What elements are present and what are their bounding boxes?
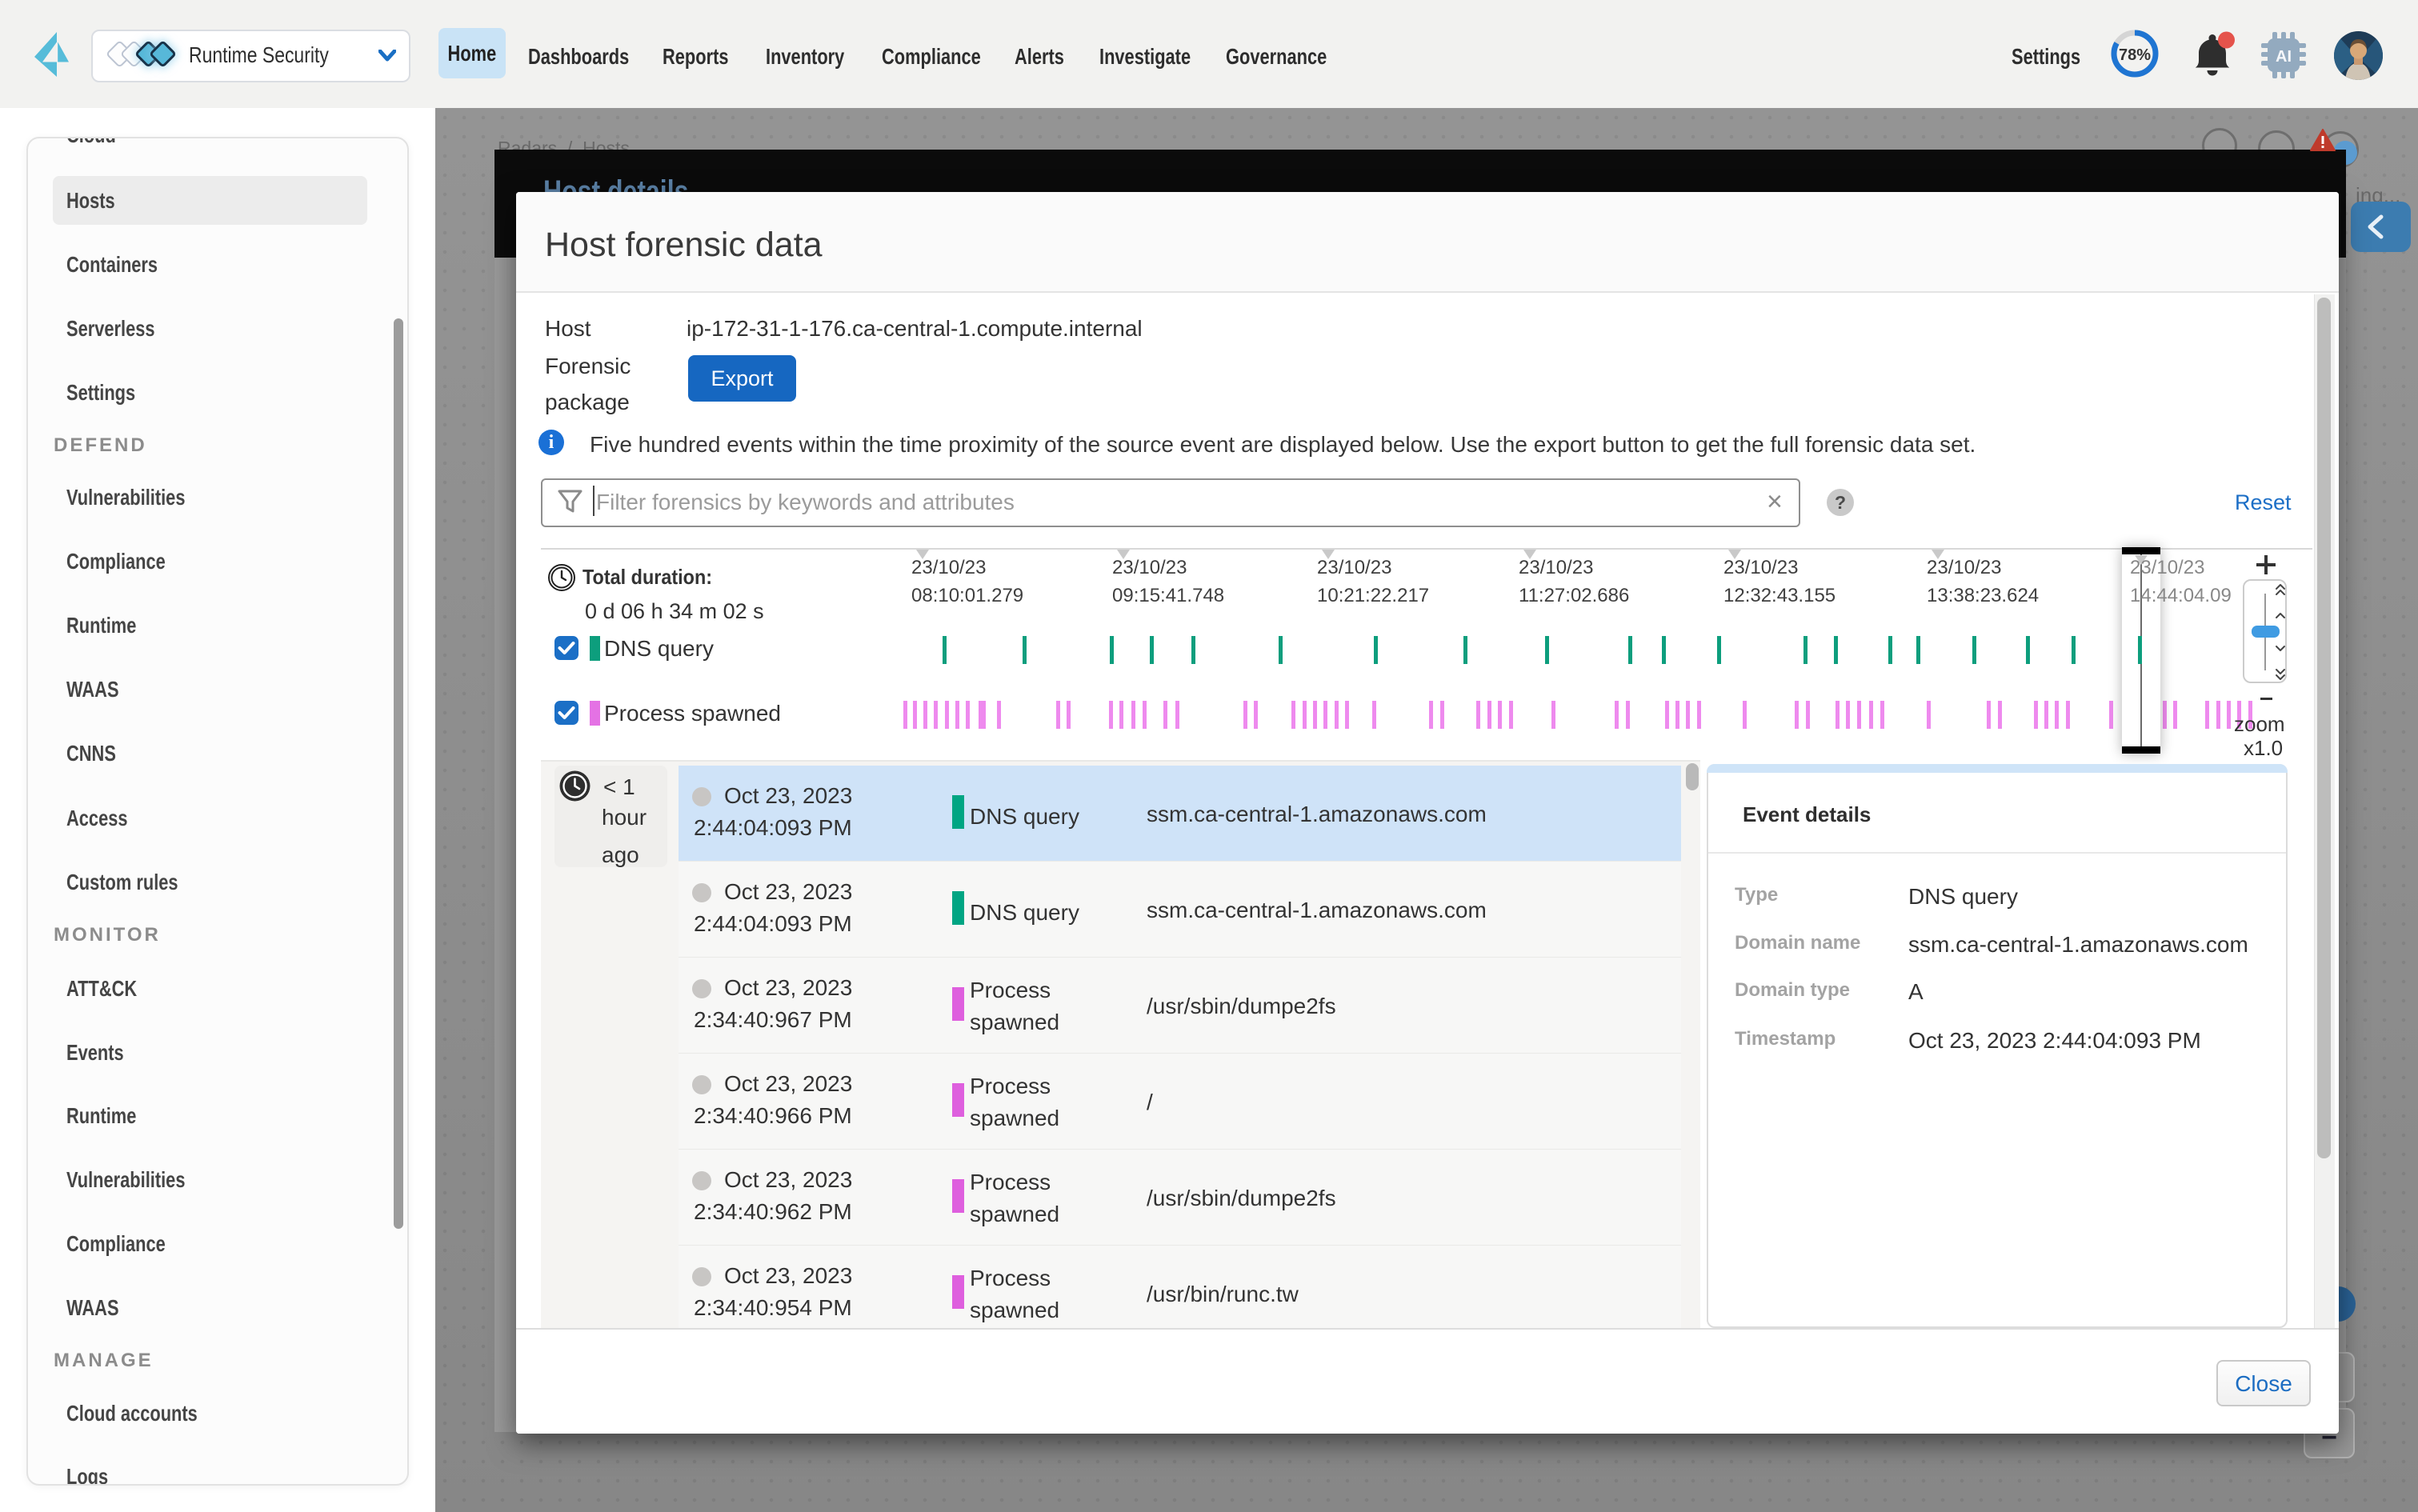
svg-text:AI: AI bbox=[2276, 48, 2292, 66]
svg-text:78%: 78% bbox=[2119, 46, 2151, 64]
